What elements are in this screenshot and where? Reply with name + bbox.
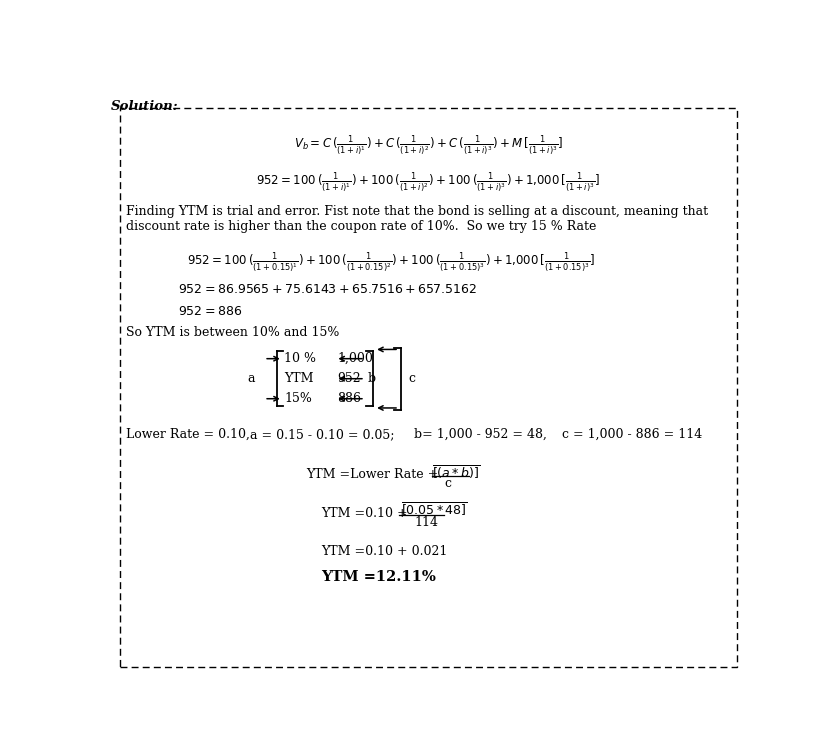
Text: YTM: YTM xyxy=(284,372,314,386)
Text: 15%: 15% xyxy=(284,392,312,405)
Text: Solution:: Solution: xyxy=(110,100,178,113)
Text: $952 = 100\,(\frac{1}{(1+i)^1}) + 100\,(\frac{1}{(1+i)^2}) + 100\,(\frac{1}{(1+i: $952 = 100\,(\frac{1}{(1+i)^1}) + 100\,(… xyxy=(257,170,600,194)
Text: c = 1,000 - 886 = 114: c = 1,000 - 886 = 114 xyxy=(562,428,702,441)
Text: $952 = 100\,(\frac{1}{(1+0.15)^1}) + 100\,(\frac{1}{(1+0.15)^2}) + 100\,(\frac{1: $952 = 100\,(\frac{1}{(1+0.15)^1}) + 100… xyxy=(187,250,595,274)
Text: YTM =12.11%: YTM =12.11% xyxy=(322,570,436,584)
Text: YTM =0.10 + 0.021: YTM =0.10 + 0.021 xyxy=(322,545,448,558)
Text: $\overline{[(a* b)]}$: $\overline{[(a* b)]}$ xyxy=(431,463,480,481)
Text: So YTM is between 10% and 15%: So YTM is between 10% and 15% xyxy=(126,326,339,339)
Text: 114: 114 xyxy=(415,516,439,528)
Text: $952 = 886$: $952 = 886$ xyxy=(178,305,242,318)
Text: 886: 886 xyxy=(337,392,361,405)
Text: $952 = 86.9565 + 75.6143 + 65.7516 + 657.5162$: $952 = 86.9565 + 75.6143 + 65.7516 + 657… xyxy=(178,284,477,296)
Text: 10 %: 10 % xyxy=(284,352,316,365)
Text: c: c xyxy=(445,477,451,490)
Text: 1,000: 1,000 xyxy=(337,352,373,365)
Text: $\overline{[0.05* 48]}$: $\overline{[0.05* 48]}$ xyxy=(400,501,467,519)
Text: b= 1,000 - 952 = 48,: b= 1,000 - 952 = 48, xyxy=(415,428,548,441)
Text: a: a xyxy=(247,372,255,386)
Text: $V_b = C\,(\frac{1}{(1+i)^1}) + C\,(\frac{1}{(1+i)^2}) + C\,(\frac{1}{(1+i)^3}) : $V_b = C\,(\frac{1}{(1+i)^1}) + C\,(\fra… xyxy=(293,133,563,157)
Text: a = 0.15 - 0.10 = 0.05;: a = 0.15 - 0.10 = 0.05; xyxy=(250,428,395,441)
Text: Finding YTM is trial and error. Fist note that the bond is selling at a discount: Finding YTM is trial and error. Fist not… xyxy=(126,205,708,218)
Text: b: b xyxy=(368,372,376,386)
Text: Lower Rate = 0.10,: Lower Rate = 0.10, xyxy=(126,428,250,441)
Text: c: c xyxy=(408,372,415,386)
Text: YTM =Lower Rate +: YTM =Lower Rate + xyxy=(306,468,442,481)
Text: discount rate is higher than the coupon rate of 10%.  So we try 15 % Rate: discount rate is higher than the coupon … xyxy=(126,220,597,233)
Text: YTM =0.10 +: YTM =0.10 + xyxy=(322,507,412,519)
Text: 952: 952 xyxy=(337,372,360,386)
